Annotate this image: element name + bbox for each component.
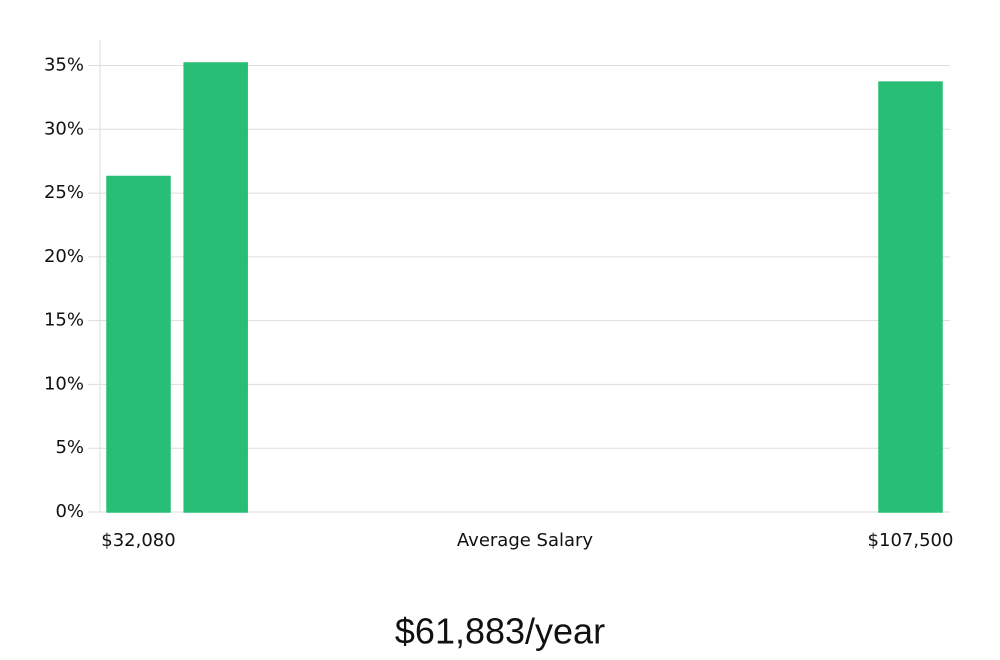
y-tick-label: 5% [55,437,84,458]
y-tick-label: 30% [44,118,84,139]
y-tick-label: 15% [44,310,84,331]
average-salary: $61,883/year [395,611,605,652]
x-tick-label: $107,500 [868,530,954,551]
y-tick-label: 10% [44,373,84,394]
y-tick-label: 25% [44,182,84,203]
bar [878,81,943,513]
bar [183,62,248,513]
y-tick-label: 0% [55,501,84,522]
y-tick-label: 35% [44,55,84,76]
y-tick-label: 20% [44,246,84,267]
x-tick-label: $32,080 [101,530,175,551]
x-axis-label: Average Salary [457,530,594,551]
bar [106,175,171,513]
